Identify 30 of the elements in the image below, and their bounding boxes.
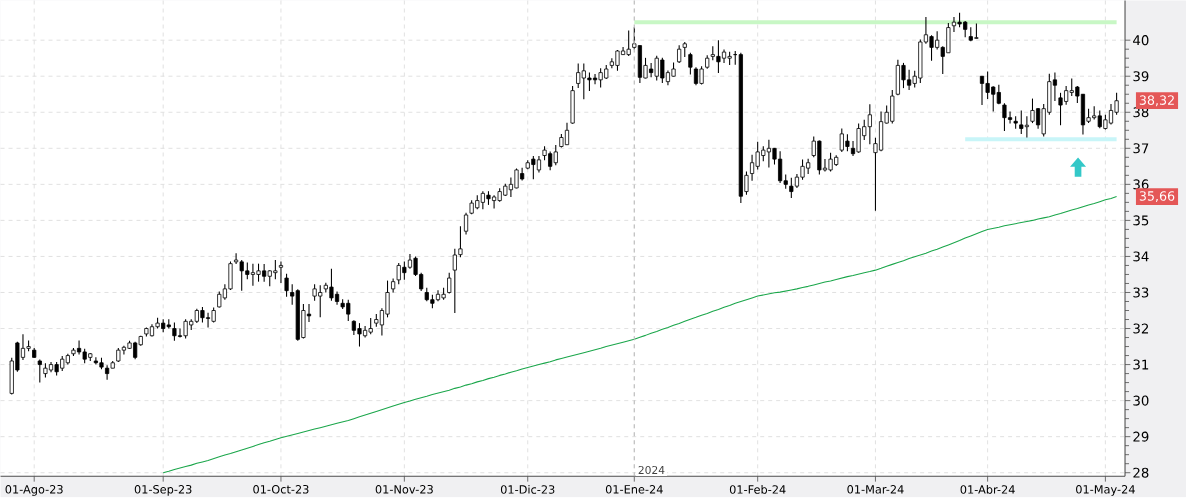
y-tick-label: 29 [1133, 431, 1149, 442]
text: 38,32 [1139, 95, 1174, 107]
x-tick-label: 01-Ene-24 [605, 484, 663, 494]
y-tick-label: 31 [1133, 359, 1149, 370]
y-tick-label: 34 [1133, 251, 1149, 262]
y-tick-label: 30 [1133, 395, 1149, 406]
x-tick-label: 01-Sep-23 [134, 484, 192, 496]
y-tick-label: 32 [1133, 323, 1149, 334]
candlestick [284, 273, 289, 298]
x-tick-label: 01-Ago-23 [5, 484, 63, 496]
y-tick-label: 39 [1133, 71, 1149, 82]
x-tick-label: 01-Abr-24 [960, 484, 1015, 494]
candlestick [688, 52, 693, 75]
y-tick-label: 36 [1133, 179, 1149, 190]
candlestick [447, 272, 452, 294]
x-tick-label: 01-Nov-23 [375, 484, 433, 494]
y-tick-label: 35 [1133, 215, 1149, 226]
x-tick-label: 01-Dic-23 [500, 484, 555, 494]
ref-line-label: 2024 [638, 465, 665, 474]
y-tick-label: 33 [1133, 287, 1149, 298]
y-tick-label: 37 [1133, 143, 1149, 154]
text: 35,66 [1139, 191, 1175, 202]
x-tick-label: 01-Mar-24 [847, 484, 904, 494]
y-tick-label: 40 [1133, 35, 1149, 46]
x-tick-label: 01-Feb-24 [729, 484, 786, 494]
y-tick-label: 28 [1133, 467, 1149, 478]
x-tick-label: 01-May-24 [1076, 484, 1135, 496]
candlestick [278, 260, 284, 284]
x-tick-label: 01-Oct-23 [253, 484, 309, 494]
candlestick [463, 212, 469, 235]
